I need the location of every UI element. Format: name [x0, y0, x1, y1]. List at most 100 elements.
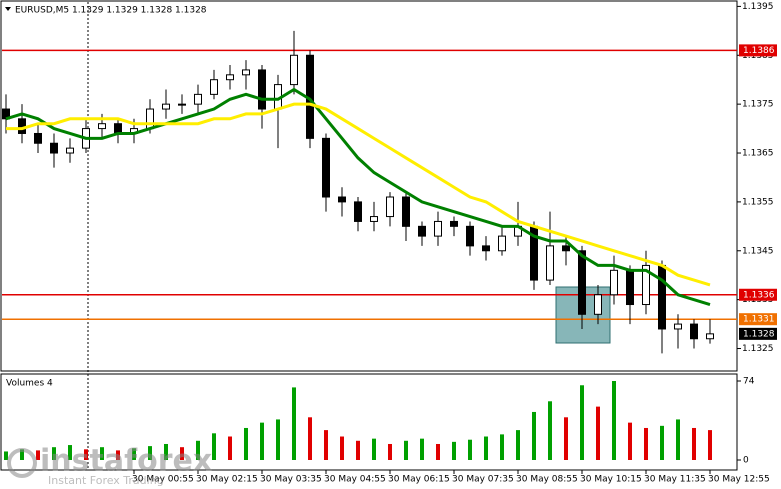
candle-body [562, 245, 570, 252]
volume-bar [516, 430, 520, 460]
volume-bar [660, 425, 664, 460]
y-tick-label: 1.1365 [742, 149, 774, 159]
volume-bar [404, 440, 408, 460]
candle-body [210, 79, 218, 95]
y-tick-label: 1.1375 [742, 100, 774, 110]
candle-body [434, 220, 442, 237]
candle-body [354, 201, 362, 222]
moving-average [5, 87, 711, 306]
watermark-brand: instaforex [40, 444, 212, 479]
candle-body [498, 235, 506, 252]
candle-body [162, 103, 170, 110]
volume-bar [180, 447, 184, 460]
volume-bar [436, 443, 440, 460]
level-label-box [739, 327, 777, 340]
candle-body [338, 196, 346, 203]
x-tick-label: 30 May 04:55 [324, 475, 386, 485]
candle-body [626, 269, 634, 306]
volume-bar [292, 387, 296, 460]
volume-bar [452, 441, 456, 460]
volume-bar [244, 427, 248, 460]
moving-average [6, 102, 711, 287]
candle-body [706, 333, 714, 340]
candle-body [402, 196, 410, 227]
volume-bar [52, 447, 56, 460]
volume-tick-label: 74 [743, 377, 755, 387]
y-tick-label: 1.1395 [742, 2, 774, 12]
volume-bar [308, 417, 312, 460]
candle-body [18, 118, 26, 134]
candle-body [258, 69, 266, 110]
volume-bar [644, 427, 648, 460]
volume-bar [692, 427, 696, 460]
volume-bar [20, 449, 24, 460]
x-tick-label: 30 May 11:35 [644, 475, 706, 485]
watermark-tagline: Instant Forex Trading [48, 474, 164, 487]
volume-bar [388, 443, 392, 460]
candle-body [642, 264, 650, 306]
candle-body [386, 196, 394, 218]
candle-body [466, 225, 474, 247]
candle-body [66, 147, 74, 154]
volume-bar [340, 436, 344, 460]
candle-body [146, 108, 154, 130]
volume-bar [212, 433, 216, 460]
x-tick-label: 30 May 03:35 [260, 475, 322, 485]
candle-body [226, 74, 234, 81]
volume-bar [564, 417, 568, 460]
volume-bar [164, 443, 168, 460]
level-label: 1.1328 [743, 329, 775, 339]
candle-body [178, 103, 186, 106]
volume-bar [628, 422, 632, 460]
volume-bar [116, 450, 120, 460]
volume-label: Volumes 4 [6, 379, 53, 389]
volume-bar [100, 447, 104, 460]
volume-bar [500, 434, 504, 460]
chart-title: EURUSD,M5 1.1329 1.1329 1.1328 1.1328 [15, 6, 207, 16]
x-tick-label: 30 May 07:35 [452, 475, 514, 485]
candle-body [290, 54, 298, 86]
candle-body [610, 269, 618, 296]
level-label-box [739, 288, 777, 301]
candle-body [322, 137, 330, 198]
volume-bar [676, 419, 680, 460]
volume-bar [372, 438, 376, 460]
candle-body [658, 264, 666, 330]
volume-bar [612, 381, 616, 460]
volume-bar [68, 445, 72, 460]
candle-body [418, 225, 426, 237]
candle-body [98, 123, 106, 130]
candle-body [594, 294, 602, 315]
volume-bar [324, 430, 328, 460]
volume-bar [132, 448, 136, 460]
volume-bar [468, 439, 472, 460]
level-label: 1.1386 [743, 46, 775, 56]
logo [7, 448, 37, 478]
x-tick-label: 30 May 06:15 [388, 475, 450, 485]
level-label-box [739, 44, 777, 57]
volume-bar [228, 436, 232, 460]
volume-bar [484, 436, 488, 460]
candle-body [34, 132, 42, 144]
x-tick-label: 30 May 00:55 [132, 475, 194, 485]
volume-bar [260, 422, 264, 460]
volume-bar [196, 440, 200, 460]
candle-body [450, 220, 458, 227]
volume-bar [596, 406, 600, 460]
candle-body [194, 93, 202, 105]
y-tick-label: 1.1345 [742, 246, 774, 256]
y-tick-label: 1.1325 [742, 344, 774, 354]
level-label-box [739, 313, 777, 326]
volume-bar [548, 401, 552, 460]
level-label: 1.1331 [743, 315, 775, 325]
candle-body [546, 245, 554, 281]
candle-body [482, 245, 490, 252]
volume-bar [84, 449, 88, 460]
x-tick-label: 30 May 12:55 [708, 475, 770, 485]
volume-bar [708, 430, 712, 460]
menu-arrow [5, 7, 11, 11]
volume-bar [148, 446, 152, 460]
x-tick-label: 30 May 10:15 [580, 475, 642, 485]
